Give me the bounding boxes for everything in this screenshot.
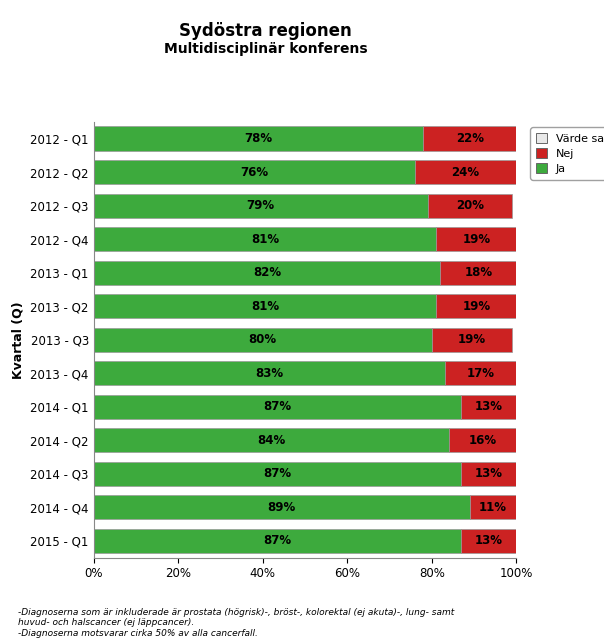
Bar xyxy=(94,294,436,319)
Bar xyxy=(428,194,512,218)
Legend: Värde saknas, Nej, Ja: Värde saknas, Nej, Ja xyxy=(530,128,604,179)
Bar xyxy=(449,428,516,453)
Text: 13%: 13% xyxy=(475,400,503,413)
Text: 18%: 18% xyxy=(464,266,492,279)
Text: 83%: 83% xyxy=(255,367,283,379)
Bar xyxy=(94,227,436,251)
Text: 20%: 20% xyxy=(456,199,484,212)
Bar xyxy=(445,361,516,385)
Bar xyxy=(94,194,428,218)
Y-axis label: Kvartal (Q): Kvartal (Q) xyxy=(11,301,25,379)
Text: 11%: 11% xyxy=(479,501,507,514)
Bar xyxy=(94,428,449,453)
Bar xyxy=(461,529,516,553)
Bar xyxy=(94,529,461,553)
Text: 19%: 19% xyxy=(462,233,490,246)
Bar xyxy=(415,160,516,184)
Text: 81%: 81% xyxy=(251,300,279,313)
Text: 19%: 19% xyxy=(462,300,490,313)
Text: 87%: 87% xyxy=(263,535,292,547)
Bar xyxy=(94,495,470,519)
Text: -Diagnoserna som är inkluderade är prostata (högrisk)-, bröst-, kolorektal (ej a: -Diagnoserna som är inkluderade är prost… xyxy=(18,608,454,638)
Bar xyxy=(461,462,516,486)
Text: 78%: 78% xyxy=(245,132,272,145)
Text: 82%: 82% xyxy=(253,266,281,279)
Text: 79%: 79% xyxy=(246,199,275,212)
Text: 22%: 22% xyxy=(456,132,484,145)
Bar xyxy=(436,294,516,319)
Text: 13%: 13% xyxy=(475,535,503,547)
Bar xyxy=(94,160,415,184)
Text: Multidisciplinär konferens: Multidisciplinär konferens xyxy=(164,42,368,56)
Text: 81%: 81% xyxy=(251,233,279,246)
Bar xyxy=(94,395,461,419)
Text: 87%: 87% xyxy=(263,400,292,413)
Text: 17%: 17% xyxy=(466,367,495,379)
Text: Sydöstra regionen: Sydöstra regionen xyxy=(179,22,352,40)
Text: 19%: 19% xyxy=(458,333,486,346)
Text: 87%: 87% xyxy=(263,467,292,480)
Text: 16%: 16% xyxy=(469,434,496,447)
Bar xyxy=(94,328,432,352)
Bar xyxy=(461,395,516,419)
Bar xyxy=(94,361,445,385)
Text: 84%: 84% xyxy=(257,434,285,447)
Bar xyxy=(94,126,423,151)
Text: 13%: 13% xyxy=(475,467,503,480)
Text: 24%: 24% xyxy=(452,165,480,179)
Text: 80%: 80% xyxy=(249,333,277,346)
Bar xyxy=(432,328,512,352)
Text: 76%: 76% xyxy=(240,165,268,179)
Text: 89%: 89% xyxy=(268,501,296,514)
Bar xyxy=(423,126,516,151)
Bar xyxy=(440,261,516,285)
Bar xyxy=(436,227,516,251)
Bar xyxy=(94,462,461,486)
Bar xyxy=(470,495,516,519)
Bar xyxy=(94,261,440,285)
